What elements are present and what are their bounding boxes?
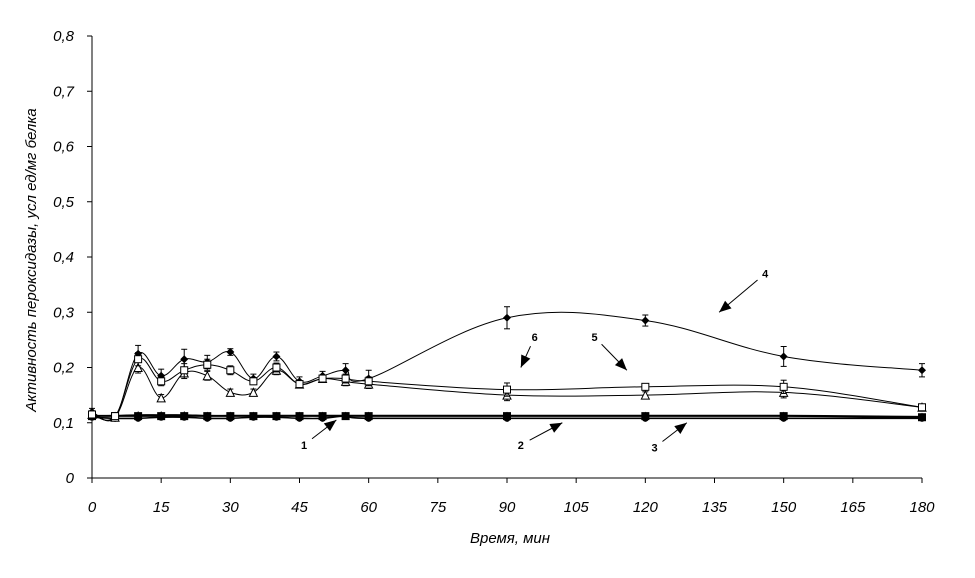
data-point xyxy=(779,352,788,361)
x-tick-label: 75 xyxy=(429,499,446,516)
annotation-label: 1 xyxy=(301,440,307,452)
data-point xyxy=(88,410,96,419)
annotation-arrow-head xyxy=(614,358,627,371)
data-point xyxy=(318,374,327,383)
y-tick-label: 0 xyxy=(66,470,75,487)
y-tick-label: 0,7 xyxy=(53,83,75,100)
annotation-2: 2 xyxy=(518,422,563,452)
annotation-label: 5 xyxy=(592,332,598,344)
x-tick-label: 165 xyxy=(840,499,866,516)
data-point xyxy=(156,392,166,403)
data-point xyxy=(134,411,143,420)
annotation-arrow-head xyxy=(520,354,531,368)
data-point xyxy=(111,412,120,421)
data-point xyxy=(202,370,213,381)
x-tick-label: 105 xyxy=(564,499,590,516)
data-point xyxy=(341,374,350,383)
data-point xyxy=(640,390,651,400)
annotation-arrow-head xyxy=(719,300,732,313)
x-tick-label: 150 xyxy=(771,499,797,516)
series-3 xyxy=(88,411,926,421)
data-point xyxy=(341,411,350,420)
data-point xyxy=(272,363,281,372)
x-tick-label: 0 xyxy=(88,499,97,516)
data-point xyxy=(272,411,281,420)
annotation-label: 3 xyxy=(651,443,657,455)
data-point xyxy=(364,411,373,420)
data-point xyxy=(133,362,143,372)
axes: 00,10,20,30,40,50,60,70,80 15 30 45 60 75 90 10… xyxy=(53,28,935,516)
data-point xyxy=(226,366,235,375)
x-tick-label: 30 xyxy=(222,499,239,516)
data-point xyxy=(779,411,788,420)
data-point xyxy=(779,382,788,391)
series-4 xyxy=(88,306,926,422)
data-point xyxy=(364,377,373,386)
data-point xyxy=(226,348,235,357)
annotation-5: 5 xyxy=(592,332,628,371)
data-point xyxy=(641,411,650,420)
data-point xyxy=(503,411,511,420)
x-tick-label: 135 xyxy=(702,499,728,516)
data-point xyxy=(203,411,212,420)
annotation-label: 4 xyxy=(762,269,769,281)
annotation-arrow-head xyxy=(549,422,563,433)
data-point xyxy=(503,313,511,322)
annotation-arrow-head xyxy=(674,422,687,435)
data-point xyxy=(249,411,258,420)
data-point xyxy=(641,382,650,391)
y-tick-label: 0,1 xyxy=(53,415,74,432)
data-point xyxy=(918,366,926,375)
annotation-label: 2 xyxy=(518,440,524,452)
data-point xyxy=(272,352,281,361)
data-point xyxy=(225,387,236,397)
data-point xyxy=(295,380,304,389)
y-tick-label: 0,8 xyxy=(53,28,75,45)
annotation-6: 6 xyxy=(520,332,538,368)
data-point xyxy=(295,411,304,420)
data-point xyxy=(641,316,650,325)
x-tick-label: 60 xyxy=(360,499,377,516)
data-point xyxy=(503,385,511,394)
x-tick-label: 90 xyxy=(499,499,516,516)
annotation-3: 3 xyxy=(651,422,688,455)
annotation-label: 6 xyxy=(532,332,538,344)
series-6 xyxy=(88,352,926,421)
data-point xyxy=(180,366,189,375)
data-point xyxy=(249,377,258,386)
data-point xyxy=(180,355,189,364)
annotation-arrow-head xyxy=(323,419,337,432)
annotation-4: 4 xyxy=(718,269,769,313)
y-tick-label: 0,3 xyxy=(53,304,75,321)
data-point xyxy=(918,403,926,412)
data-point xyxy=(248,387,259,397)
data-point xyxy=(226,411,235,420)
data-point xyxy=(341,366,350,375)
data-point xyxy=(203,360,212,369)
x-tick-label: 120 xyxy=(633,499,659,516)
x-tick-label: 15 xyxy=(153,499,170,516)
y-tick-label: 0,6 xyxy=(53,139,75,156)
data-point xyxy=(318,411,327,420)
x-tick-label: 180 xyxy=(909,499,935,516)
x-tick-label: 45 xyxy=(291,499,308,516)
annotation-1: 1 xyxy=(301,419,337,452)
data-point xyxy=(157,377,166,386)
y-tick-label: 0,5 xyxy=(53,194,75,211)
series-layer xyxy=(87,306,927,422)
y-axis-title: Активность пероксидазы, усл ед/мг белка xyxy=(23,108,40,413)
data-point xyxy=(180,411,189,420)
data-point xyxy=(918,412,926,421)
data-point xyxy=(157,411,166,420)
x-axis-title: Время, мин xyxy=(470,530,550,547)
y-tick-label: 0,4 xyxy=(53,249,74,266)
y-tick-label: 0,2 xyxy=(53,360,75,377)
data-point xyxy=(134,355,143,364)
annotations: 1 2 3 4 5 6 xyxy=(301,269,769,455)
